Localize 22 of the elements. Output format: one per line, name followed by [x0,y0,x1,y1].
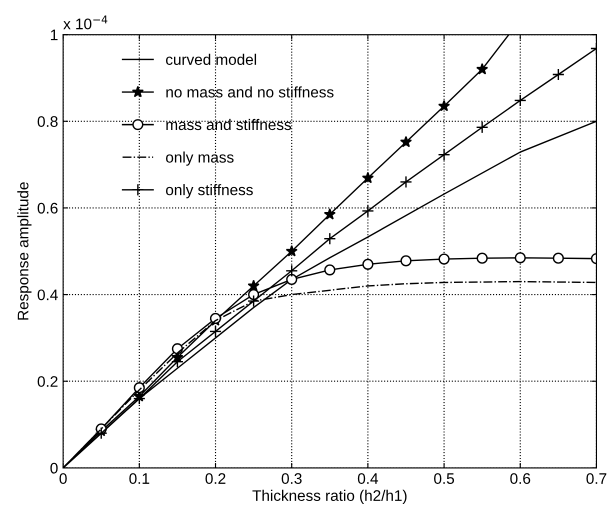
legend-label: no mass and no stiffness [166,86,334,98]
x-axis-title: Thickness ratio (h2/h1) [252,490,407,504]
y-tick-label: 0.4 [38,289,58,300]
legend-label: only stiffness [166,184,253,198]
y-axis-title: Response amplitude [17,182,32,320]
x-tick-label: 0.7 [586,473,606,484]
legend-label: only mass [166,151,234,166]
x-tick-label: 0.6 [510,473,530,484]
x-tick-label: 0.1 [129,473,150,484]
x-tick-label: 0.2 [205,473,226,484]
y-tick-label: 0.2 [38,376,58,387]
text: x 10$^{−4}$ [63,16,108,30]
y-tick-label: 0 [50,462,58,474]
x-tick-label: 0 [59,473,67,484]
y-tick-label: 0.8 [38,116,58,127]
legend-label: curved model [166,54,256,65]
x-tick-label: 0.5 [434,473,454,484]
x-tick-label: 0.4 [358,473,378,484]
x-tick-label: 0.3 [282,473,302,484]
y-tick-label: 1 [50,30,58,40]
legend-label: mass and stiffness [166,118,292,130]
y-tick-label: 0.6 [38,202,58,214]
